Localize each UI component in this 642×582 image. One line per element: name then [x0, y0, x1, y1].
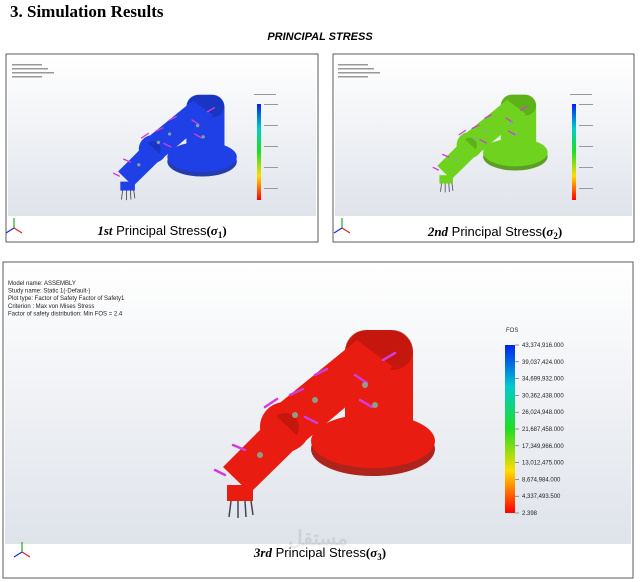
section-title: 3. Simulation Results [10, 2, 164, 21]
legend-label: 30,362,438.000 [522, 393, 564, 399]
legend-label: 2.398 [522, 511, 538, 517]
panel: 1st Principal Stress(σ1) [5, 53, 319, 243]
math: ) [558, 224, 562, 239]
legend-label: 39,037,424.000 [522, 360, 564, 366]
ordinal: 3rd [253, 545, 273, 560]
legend-title: FOS [506, 328, 518, 334]
info-line: Study name: Static 1(-Default-) [8, 289, 90, 295]
legend-label: 43,374,916.000 [522, 343, 564, 349]
legend-label: 34,699,932.000 [522, 377, 564, 383]
legend-label: 13,012,475.000 [522, 461, 564, 467]
caption: 1st Principal Stress(σ1) [97, 223, 226, 240]
legend-label: 8,674,984.000 [522, 477, 561, 483]
info-line: Factor of safety distribution: Min FOS =… [8, 311, 123, 317]
caption: 3rd Principal Stress(σ3) [253, 545, 386, 562]
ordinal: 2nd [427, 224, 449, 239]
label: Principal Stress [276, 545, 367, 560]
info-line: Criterion : Max von Mises Stress [8, 304, 94, 310]
math: ( [542, 224, 546, 239]
math: σ [211, 223, 219, 238]
math: 2 [553, 231, 558, 241]
info-line: Model name: ASSEMBLY [8, 281, 76, 287]
math: σ [370, 545, 378, 560]
panel: FOS 3rd Principal Stress(σ3) مستقل Model… [2, 261, 634, 579]
legend-label: 21,687,458.000 [522, 427, 564, 433]
math: 1 [218, 230, 223, 240]
subtitle: PRINCIPAL STRESS [267, 31, 373, 43]
math: ( [366, 545, 370, 560]
caption: 2nd Principal Stress(σ2) [427, 224, 562, 241]
legend-label: 17,349,966.000 [522, 444, 564, 450]
math: ) [222, 223, 226, 238]
ordinal: 1st [97, 223, 113, 238]
math: σ [546, 224, 554, 239]
label: Principal Stress [116, 223, 207, 238]
legend-label: 26,024,948.000 [522, 410, 564, 416]
info-line: Plot type: Factor of Safety Factor of Sa… [8, 296, 125, 302]
watermark: مستقل [288, 528, 348, 550]
math: ( [206, 223, 210, 238]
math: 3 [377, 552, 382, 562]
panel: 2nd Principal Stress(σ2) [332, 53, 635, 243]
math: ) [382, 545, 386, 560]
label: Principal Stress [452, 224, 543, 239]
legend-label: 4,337,493.500 [522, 494, 561, 500]
